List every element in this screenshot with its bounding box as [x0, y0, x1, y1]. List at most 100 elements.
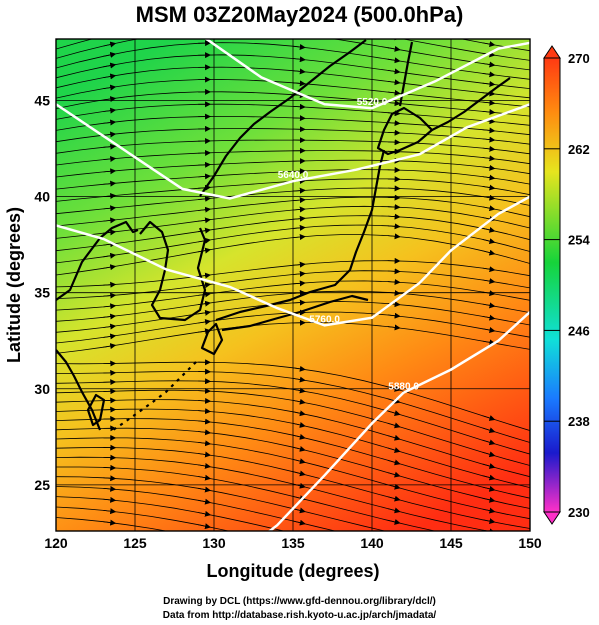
wind-arrow [387, 279, 401, 286]
wind-arrow [387, 324, 401, 331]
wind-arrow [198, 523, 212, 530]
x-tick-label: 145 [439, 535, 463, 551]
wind-arrow [483, 560, 495, 562]
colorbar-tick-label: 238 [568, 414, 590, 429]
wind-arrow [387, 434, 401, 441]
wind-arrow [292, 234, 306, 241]
wind-arrow [103, 168, 117, 175]
wind-arrow [103, 73, 117, 80]
y-tick-label: 35 [34, 285, 50, 301]
dcl-credit: Drawing by DCL (https://www.gfd-dennou.o… [163, 596, 436, 607]
wind-arrow [198, 184, 212, 191]
y-tick-label: 30 [34, 381, 50, 397]
wind-arrow [198, 173, 212, 180]
wind-arrow [103, 107, 117, 114]
wind-arrow [103, 485, 117, 492]
wind-arrow [198, 227, 212, 234]
wind-arrow [103, 33, 115, 36]
contour-label: 5760.0 [309, 314, 340, 325]
wind-arrow [482, 226, 496, 233]
wind-arrow [482, 451, 496, 458]
honshu-south-coastline [221, 294, 369, 332]
wind-arrow [198, 217, 212, 224]
streamline [56, 39, 530, 61]
wind-arrow [387, 68, 401, 75]
wind-arrow [482, 155, 496, 162]
wind-arrow [103, 496, 117, 503]
streamline [56, 224, 530, 264]
kuril-coastline [431, 77, 511, 131]
wind-arrow [387, 213, 401, 220]
contour-line [56, 103, 530, 200]
wind-arrow [292, 398, 306, 405]
wind-arrow [482, 518, 496, 525]
contour-label: 5880.0 [388, 382, 419, 393]
plot-frame [55, 38, 531, 532]
contour-label: 5640.0 [278, 170, 309, 181]
streamline [56, 215, 530, 252]
wind-arrow [292, 68, 306, 75]
wind-arrow [103, 96, 117, 102]
wind-arrow [103, 313, 117, 320]
streamline [56, 42, 530, 80]
y-tick-label: 40 [34, 189, 50, 205]
wind-arrow [292, 482, 306, 489]
wind-arrow [482, 81, 496, 87]
wind-arrow [292, 507, 306, 514]
x-tick-label: 120 [44, 535, 68, 551]
wind-arrow [483, 550, 495, 552]
wind-arrow [103, 303, 117, 310]
wind-arrow [103, 180, 117, 187]
streamline [56, 496, 286, 531]
contour-label: 5520.0 [357, 97, 388, 108]
wind-arrow [292, 270, 306, 277]
wind-arrow [198, 195, 212, 202]
height-contours: 5520.0 5640.0 5760.0 5880.0 [56, 39, 530, 531]
wind-arrow [198, 319, 212, 325]
colorbar: 270 262 254 246 238 230 [543, 45, 590, 525]
wind-arrow [482, 71, 496, 78]
wind-arrow [198, 300, 212, 307]
wind-arrow [198, 440, 212, 447]
wind-arrow [387, 385, 401, 392]
hokkaido-coastline [376, 106, 434, 156]
x-tick-label: 135 [281, 535, 305, 551]
wind-arrow [292, 103, 306, 110]
wind-arrow [198, 486, 212, 493]
wind-arrow [387, 79, 401, 86]
wind-arrow [387, 204, 401, 211]
wind-arrow [387, 312, 401, 319]
wind-arrow [292, 299, 306, 306]
wind-arrow [387, 120, 401, 127]
streamline [56, 260, 530, 288]
wind-arrow [482, 278, 496, 285]
wind-arrow [293, 9, 305, 10]
wind-arrow [482, 61, 496, 68]
colorbar-gradient [543, 57, 561, 513]
wind-arrow [103, 192, 117, 199]
wind-arrow [482, 41, 496, 48]
streamline [56, 205, 530, 239]
colorbar-tick-label: 246 [568, 323, 590, 338]
wind-arrow [482, 485, 496, 492]
x-tick-label: 150 [518, 535, 542, 551]
x-tick-label: 140 [360, 535, 384, 551]
wind-arrow [292, 519, 306, 526]
china-coastline [56, 220, 139, 301]
map-title: MSM 03Z20May2024 (500.0hPa) [135, 2, 464, 27]
wind-arrow [198, 19, 210, 20]
wind-arrow [292, 458, 306, 465]
wind-arrow [103, 252, 117, 259]
wind-arrow [103, 281, 117, 288]
wind-arrow [387, 268, 401, 275]
wind-arrow [103, 464, 117, 471]
wind-arrow [103, 292, 117, 299]
wind-arrow [482, 496, 496, 503]
wind-arrow [292, 206, 306, 213]
wind-arrow [482, 474, 496, 481]
streamline [56, 517, 169, 531]
x-axis-label: Longitude (degrees) [206, 561, 379, 581]
wind-arrow [482, 266, 496, 273]
wind-arrow [292, 446, 306, 452]
wind-arrow [482, 439, 496, 446]
